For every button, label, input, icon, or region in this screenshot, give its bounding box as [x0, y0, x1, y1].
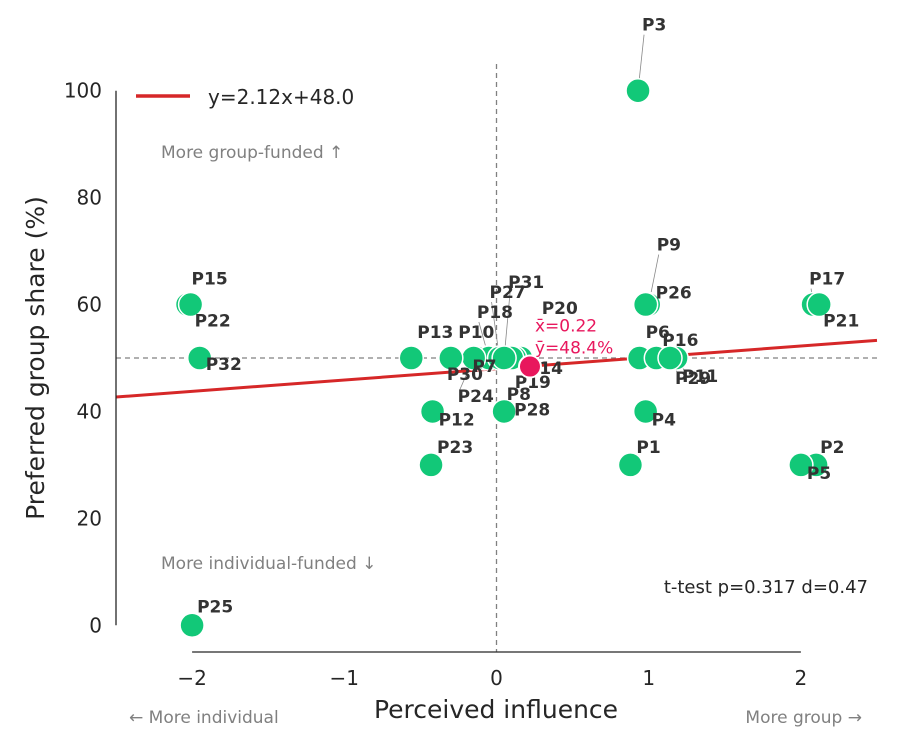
- point-label-p23: P23: [437, 438, 473, 458]
- point-label-p6: P6: [646, 323, 670, 343]
- point-label-p10: P10: [458, 323, 494, 343]
- point-label-p19: P19: [515, 373, 551, 393]
- point-label-p20: P20: [542, 299, 578, 319]
- point-label-p22: P22: [195, 312, 231, 332]
- x-tick-label: 0: [490, 666, 503, 690]
- annotation-more-group: More group →: [745, 708, 862, 728]
- point-label-p28: P28: [514, 400, 550, 420]
- y-tick-label: 40: [77, 399, 102, 423]
- point-label-p17: P17: [809, 270, 845, 290]
- stats-text: t-test p=0.317 d=0.47: [664, 577, 868, 598]
- point-p12: [419, 398, 446, 425]
- point-label-p7: P7: [472, 357, 496, 377]
- y-tick-label: 0: [89, 613, 102, 637]
- mean-x-label: x̄=0.22: [535, 317, 597, 337]
- point-p22: [177, 291, 204, 318]
- point-p3: [625, 77, 651, 104]
- point-label-p3: P3: [642, 16, 666, 36]
- mean-y-label: ȳ=48.4%: [535, 339, 613, 359]
- y-tick-label: 20: [77, 506, 102, 530]
- point-label-p12: P12: [439, 410, 475, 430]
- point-p31: [491, 345, 517, 371]
- point-p1: [617, 452, 644, 478]
- point-label-p11: P11: [682, 367, 718, 387]
- point-label-p15: P15: [192, 270, 228, 290]
- point-label-p26: P26: [656, 284, 692, 304]
- point-p21: [806, 291, 832, 318]
- legend-fit-label: y=2.12x+48.0: [208, 85, 354, 109]
- x-tick-label: −2: [177, 666, 206, 690]
- annotation-more-group-funded: More group-funded ↑: [161, 143, 343, 163]
- annotation-more-individual: ← More individual: [129, 708, 279, 728]
- point-label-p30: P30: [447, 365, 483, 385]
- y-tick-label: 80: [77, 186, 102, 210]
- x-axis-title: Perceived influence: [374, 695, 618, 724]
- point-p28: [491, 398, 517, 425]
- point-label-p24: P24: [458, 387, 494, 407]
- x-tick-label: 2: [795, 666, 808, 690]
- y-tick-label: 100: [64, 79, 102, 103]
- y-axis-title: Preferred group share (%): [21, 196, 50, 520]
- point-p13: [398, 345, 425, 371]
- point-label-p16: P16: [662, 331, 698, 351]
- point-label-p31: P31: [508, 273, 544, 293]
- mean-point: [517, 354, 542, 379]
- point-label-p29: P29: [675, 369, 711, 389]
- point-p30: [438, 345, 464, 371]
- point-p5: [788, 452, 814, 478]
- point-p25: [179, 612, 205, 639]
- point-label-p2: P2: [820, 438, 844, 458]
- point-label-p32: P32: [206, 355, 242, 375]
- annotation-more-individual-funded: More individual-funded ↓: [161, 554, 376, 574]
- point-p32: [186, 345, 213, 371]
- point-p23: [418, 452, 444, 478]
- point-label-p27: P27: [490, 283, 526, 303]
- point-label-p9: P9: [657, 236, 681, 256]
- point-label-p18: P18: [477, 303, 513, 323]
- point-label-p1: P1: [636, 438, 660, 458]
- x-tick-label: 1: [642, 666, 655, 690]
- point-labels: P1 P2P3P4P5P6P7P8P9P10P11P12P13P14P15P16P…: [192, 16, 860, 618]
- point-label-p5: P5: [807, 464, 831, 484]
- point-label-p4: P4: [652, 410, 676, 430]
- y-tick-label: 60: [77, 293, 102, 317]
- point-label-p13: P13: [417, 323, 453, 343]
- point-label-p8: P8: [507, 385, 531, 405]
- legend: y=2.12x+48.0: [136, 85, 354, 109]
- point-p4: [632, 398, 659, 425]
- point-p29: [657, 345, 683, 371]
- point-label-p21: P21: [823, 312, 859, 332]
- point-label-p25: P25: [197, 597, 233, 617]
- x-tick-label: −1: [330, 666, 359, 690]
- point-p26: [632, 291, 659, 318]
- data-points: [174, 77, 832, 639]
